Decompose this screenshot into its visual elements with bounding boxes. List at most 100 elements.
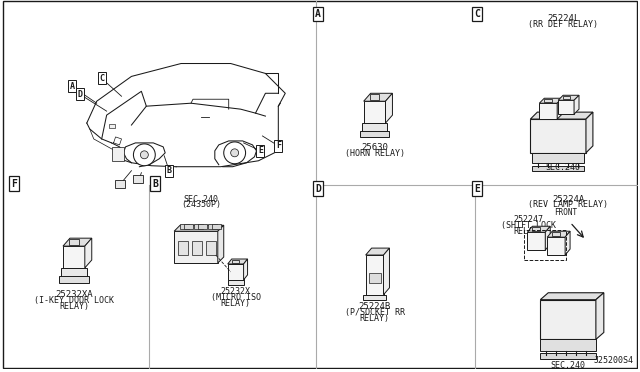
- Bar: [370, 94, 380, 100]
- Bar: [115, 180, 125, 187]
- Text: A: A: [315, 9, 321, 19]
- Bar: [540, 339, 596, 351]
- Bar: [544, 99, 552, 102]
- Text: RELAY): RELAY): [360, 314, 390, 323]
- Text: (SHIFT LOCK: (SHIFT LOCK: [501, 221, 556, 230]
- Text: (REV LAMP RELAY): (REV LAMP RELAY): [528, 201, 608, 209]
- Polygon shape: [63, 238, 92, 246]
- Text: B: B: [166, 166, 172, 175]
- Text: 25224L: 25224L: [547, 14, 579, 23]
- Bar: [184, 224, 193, 229]
- Bar: [547, 237, 565, 255]
- Text: 25224B: 25224B: [358, 302, 390, 311]
- Bar: [228, 264, 244, 280]
- Bar: [563, 96, 570, 99]
- Bar: [558, 100, 574, 114]
- Polygon shape: [383, 248, 390, 295]
- Polygon shape: [565, 231, 570, 255]
- Bar: [360, 131, 390, 137]
- Text: (HORN RELAY): (HORN RELAY): [344, 149, 404, 158]
- Bar: [540, 300, 596, 339]
- Polygon shape: [228, 259, 248, 264]
- Text: RELAY): RELAY): [513, 227, 543, 236]
- Polygon shape: [364, 93, 392, 101]
- Polygon shape: [174, 225, 224, 231]
- Bar: [228, 280, 244, 285]
- Polygon shape: [545, 226, 550, 250]
- Polygon shape: [218, 225, 224, 263]
- Text: 25232X: 25232X: [221, 287, 251, 296]
- Polygon shape: [385, 93, 392, 123]
- Text: 25630: 25630: [361, 143, 388, 152]
- Bar: [212, 224, 221, 229]
- Bar: [524, 230, 566, 260]
- Text: (P/SOCKET RR: (P/SOCKET RR: [344, 308, 404, 317]
- Bar: [540, 353, 596, 359]
- Circle shape: [133, 144, 156, 166]
- Bar: [532, 227, 540, 231]
- Text: B: B: [152, 179, 158, 189]
- Text: C: C: [99, 74, 104, 83]
- Circle shape: [230, 149, 239, 157]
- Polygon shape: [547, 231, 570, 237]
- Polygon shape: [574, 95, 579, 114]
- Text: SEC.240: SEC.240: [546, 163, 580, 172]
- Bar: [109, 124, 115, 128]
- Text: RELAY): RELAY): [221, 299, 251, 308]
- Text: (RR DEF RELAY): (RR DEF RELAY): [528, 20, 598, 29]
- Text: 25224A: 25224A: [552, 195, 584, 203]
- Text: (MICRO ISO: (MICRO ISO: [211, 293, 260, 302]
- Bar: [363, 295, 386, 300]
- Text: A: A: [69, 82, 74, 91]
- Text: E: E: [258, 146, 263, 155]
- Polygon shape: [540, 293, 604, 300]
- Bar: [532, 166, 584, 171]
- Bar: [540, 103, 557, 119]
- Bar: [198, 224, 207, 229]
- Text: J25200S4: J25200S4: [593, 356, 634, 365]
- Bar: [552, 232, 560, 236]
- Text: (24350P): (24350P): [181, 201, 221, 209]
- Bar: [527, 232, 545, 250]
- Bar: [59, 276, 89, 283]
- Bar: [531, 119, 586, 153]
- Polygon shape: [85, 238, 92, 268]
- Bar: [369, 273, 381, 283]
- Polygon shape: [557, 98, 562, 119]
- Circle shape: [140, 151, 148, 159]
- Bar: [364, 101, 385, 123]
- Bar: [532, 153, 584, 163]
- Polygon shape: [531, 112, 593, 119]
- Text: (I-KEY DOOR LOCK: (I-KEY DOOR LOCK: [34, 296, 114, 305]
- Text: F: F: [276, 141, 281, 150]
- Polygon shape: [540, 98, 562, 103]
- Text: E: E: [474, 183, 480, 193]
- Circle shape: [224, 142, 246, 164]
- Bar: [178, 241, 188, 255]
- Bar: [63, 246, 85, 268]
- Bar: [208, 224, 217, 229]
- Text: 252247: 252247: [513, 215, 543, 224]
- Text: F: F: [12, 179, 17, 189]
- Bar: [69, 239, 79, 245]
- Bar: [180, 224, 189, 229]
- Text: RELAY): RELAY): [59, 302, 89, 311]
- Text: D: D: [77, 90, 83, 99]
- Bar: [206, 241, 216, 255]
- Text: 25232XA: 25232XA: [55, 290, 93, 299]
- Text: SEC.240: SEC.240: [184, 195, 218, 203]
- Bar: [194, 224, 203, 229]
- Polygon shape: [365, 248, 390, 255]
- Text: D: D: [315, 183, 321, 193]
- Polygon shape: [558, 95, 579, 100]
- Polygon shape: [586, 112, 593, 153]
- Bar: [232, 260, 239, 263]
- Polygon shape: [596, 293, 604, 339]
- Polygon shape: [244, 259, 248, 280]
- Bar: [111, 147, 124, 161]
- Polygon shape: [527, 226, 550, 232]
- Bar: [174, 231, 218, 263]
- Bar: [365, 255, 383, 295]
- Text: C: C: [474, 9, 480, 19]
- Text: FRONT: FRONT: [554, 208, 578, 217]
